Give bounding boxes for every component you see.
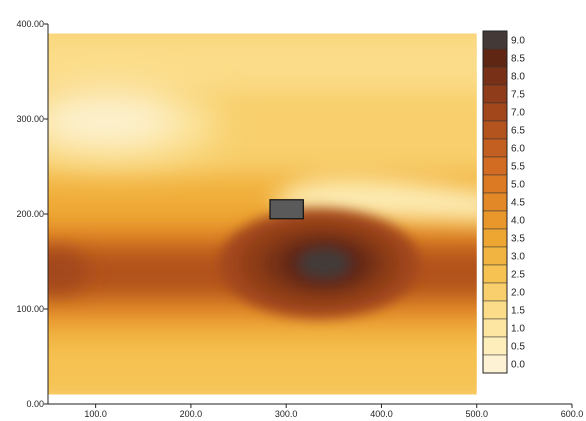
legend-label: 4.0 <box>511 216 525 227</box>
legend-label: 0.5 <box>511 342 525 353</box>
legend-label: 1.0 <box>511 324 525 335</box>
legend-swatch <box>482 336 508 356</box>
legend-swatch <box>482 228 508 248</box>
y-tick-label: 0.00 <box>26 399 44 409</box>
legend-label: 6.0 <box>511 144 525 155</box>
contour-band-0 <box>48 33 477 91</box>
legend-swatch <box>482 282 508 302</box>
x-tick-label: 400.0 <box>370 409 393 419</box>
peak-region <box>219 208 420 319</box>
legend-label: 1.5 <box>511 306 525 317</box>
legend-swatch <box>482 102 508 122</box>
legend-label: 9.0 <box>511 36 525 47</box>
legend-swatch <box>482 246 508 266</box>
y-tick-label: 300.00 <box>16 114 44 124</box>
legend-swatch <box>482 84 508 104</box>
legend-swatch <box>482 138 508 158</box>
legend-label: 6.5 <box>511 126 525 137</box>
y-tick-label: 100.00 <box>16 304 44 314</box>
contour-band-8 <box>48 347 477 395</box>
legend-label: 5.0 <box>511 180 525 191</box>
legend-label: 7.5 <box>511 90 525 101</box>
color-legend: 9.0 8.5 8.0 7.5 7.0 6.5 6.0 5.5 5.0 4.5 4.0 3.5 3.0 2… <box>482 30 525 374</box>
legend-swatch <box>482 300 508 320</box>
obstacle-block <box>269 199 304 220</box>
legend-swatch <box>482 120 508 140</box>
legend-frame <box>482 30 508 374</box>
legend-swatch <box>482 156 508 176</box>
x-tick-label: 500.0 <box>465 409 488 419</box>
legend-swatch <box>482 30 508 50</box>
low-region-upper-left <box>48 85 220 162</box>
legend-swatch <box>482 174 508 194</box>
legend-label: 2.0 <box>511 288 525 299</box>
legend-label: 7.0 <box>511 108 525 119</box>
x-tick-label: 600.0 <box>561 409 584 419</box>
x-tick-label: 100.0 <box>84 409 107 419</box>
legend-label: 0.0 <box>511 360 525 371</box>
legend-label: 2.5 <box>511 270 525 281</box>
legend-label: 5.5 <box>511 162 525 173</box>
contour-band-7 <box>48 323 477 347</box>
legend-label: 8.0 <box>511 72 525 83</box>
legend-swatch <box>482 354 508 374</box>
y-tick-label: 400.00 <box>16 19 44 29</box>
legend-label: 4.5 <box>511 198 525 209</box>
legend-swatch <box>482 48 508 68</box>
legend-swatch <box>482 192 508 212</box>
legend-label: 3.5 <box>511 234 525 245</box>
legend-swatch <box>482 210 508 230</box>
legend-swatch <box>482 66 508 86</box>
legend-swatch <box>482 318 508 338</box>
heatmap-field <box>48 33 477 395</box>
x-tick-label: 300.0 <box>275 409 298 419</box>
y-tick-label: 200.00 <box>16 209 44 219</box>
legend-swatch <box>482 264 508 284</box>
left-mid-region <box>48 249 88 293</box>
x-tick-label: 200.0 <box>180 409 203 419</box>
legend-label: 8.5 <box>511 54 525 65</box>
peak-ring-4 <box>298 248 351 279</box>
legend-label: 3.0 <box>511 252 525 263</box>
